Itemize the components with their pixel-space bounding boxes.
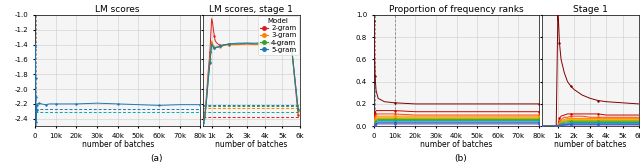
Title: Proportion of frequency ranks: Proportion of frequency ranks: [389, 5, 524, 14]
Title: LM scores: LM scores: [95, 5, 140, 14]
Text: (a): (a): [150, 154, 163, 163]
Title: Stage 1: Stage 1: [573, 5, 607, 14]
Title: LM scores, stage 1: LM scores, stage 1: [209, 5, 293, 14]
X-axis label: number of batches: number of batches: [215, 140, 287, 150]
Legend: 2-gram, 3-gram, 4-gram, 5-gram: 2-gram, 3-gram, 4-gram, 5-gram: [258, 16, 298, 55]
X-axis label: number of batches: number of batches: [554, 140, 627, 150]
X-axis label: number of batches: number of batches: [81, 140, 154, 150]
X-axis label: number of batches: number of batches: [420, 140, 493, 150]
Text: (b): (b): [454, 154, 467, 163]
